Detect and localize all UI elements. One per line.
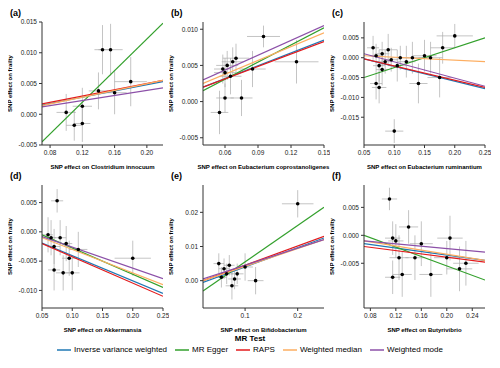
html-text:RAPS: RAPS [253,345,275,354]
svg-text:0.010: 0.010 [182,26,199,33]
svg-text:SNP effect on Akkermansia: SNP effect on Akkermansia [64,327,142,333]
html-text:(c): (c) [332,8,343,18]
svg-text:0.005: 0.005 [343,204,360,211]
svg-text:-0.005: -0.005 [341,74,360,81]
html-text:(d): (d) [10,171,22,181]
svg-text:-0.005: -0.005 [19,141,38,148]
svg-text:0.20: 0.20 [126,312,139,319]
svg-text:SNP effect on Eubacterium rumi: SNP effect on Eubacterium ruminantium [367,164,482,170]
svg-text:0.20: 0.20 [141,149,154,156]
svg-text:0.010: 0.010 [21,49,38,56]
svg-text:0.06: 0.06 [219,149,232,156]
svg-text:0.01: 0.01 [185,243,198,250]
svg-text:0.25: 0.25 [479,149,491,156]
svg-text:SNP effect on frailty: SNP effect on frailty [169,217,174,275]
html-text:Weighted mode: Weighted mode [387,345,443,354]
svg-text:SNP effect on frailty: SNP effect on frailty [330,217,335,275]
html-text:(a): (a) [10,8,21,18]
svg-text:SNP effect on Eubacterium copr: SNP effect on Eubacterium coprostanolige… [198,164,330,170]
svg-text:SNP effect on frailty: SNP effect on frailty [330,54,335,112]
html-text:MR Egger: MR Egger [192,345,229,354]
svg-text:0.000: 0.000 [343,232,360,239]
svg-text:0.00: 0.00 [185,277,198,284]
html-text:Inverse variance weighted: Inverse variance weighted [74,345,168,354]
svg-text:0.15: 0.15 [418,149,431,156]
svg-text:-0.015: -0.015 [341,114,360,121]
svg-text:SNP effect on frailty: SNP effect on frailty [169,54,174,112]
html-text:(e): (e) [171,171,182,181]
svg-text:0.25: 0.25 [157,312,169,319]
svg-text:0.10: 0.10 [388,149,401,156]
svg-text:0.000: 0.000 [182,98,199,105]
svg-text:SNP effect on Butyrivibrio: SNP effect on Butyrivibrio [387,327,462,333]
svg-text:0.2: 0.2 [293,312,302,319]
svg-text:0.16: 0.16 [415,312,428,319]
svg-text:SNP effect on Clostridium inno: SNP effect on Clostridium innocuum [50,164,154,170]
svg-text:0.15: 0.15 [96,312,109,319]
svg-text:0.005: 0.005 [182,62,199,69]
svg-text:SNP effect on Bifidobacterium: SNP effect on Bifidobacterium [220,327,306,333]
svg-text:-0.005: -0.005 [341,260,360,267]
svg-text:0.12: 0.12 [285,149,298,156]
svg-text:-0.005: -0.005 [19,257,38,264]
svg-text:0.000: 0.000 [343,54,360,61]
svg-text:0.005: 0.005 [21,199,38,206]
svg-text:-0.010: -0.010 [19,287,38,294]
svg-text:0.000: 0.000 [21,228,38,235]
svg-text:SNP effect on frailty: SNP effect on frailty [8,217,13,275]
svg-text:SNP effect on frailty: SNP effect on frailty [8,54,13,112]
svg-text:0.05: 0.05 [36,312,49,319]
svg-text:0.015: 0.015 [21,18,38,25]
svg-text:-0.005: -0.005 [180,134,199,141]
svg-text:0.005: 0.005 [21,80,38,87]
svg-text:0.000: 0.000 [21,111,38,118]
svg-text:0.16: 0.16 [108,149,121,156]
svg-text:0.08: 0.08 [44,149,57,156]
svg-text:0.15: 0.15 [318,149,330,156]
svg-text:0.20: 0.20 [448,149,461,156]
html-text:MR Test: MR Test [234,334,266,343]
html-text:(f): (f) [332,171,341,181]
svg-text:0.08: 0.08 [364,312,377,319]
svg-text:0.24: 0.24 [466,312,479,319]
svg-text:0.12: 0.12 [390,312,403,319]
svg-text:0.10: 0.10 [66,312,79,319]
html-text:Weighted median: Weighted median [299,345,362,354]
svg-text:0.12: 0.12 [76,149,89,156]
svg-text:0.005: 0.005 [343,34,360,41]
svg-text:0.05: 0.05 [358,149,371,156]
svg-text:0.02: 0.02 [185,209,198,216]
html-text:(b): (b) [171,8,183,18]
svg-text:0.09: 0.09 [252,149,265,156]
svg-text:-0.010: -0.010 [341,94,360,101]
svg-text:0.1: 0.1 [241,312,250,319]
svg-text:0.20: 0.20 [440,312,453,319]
